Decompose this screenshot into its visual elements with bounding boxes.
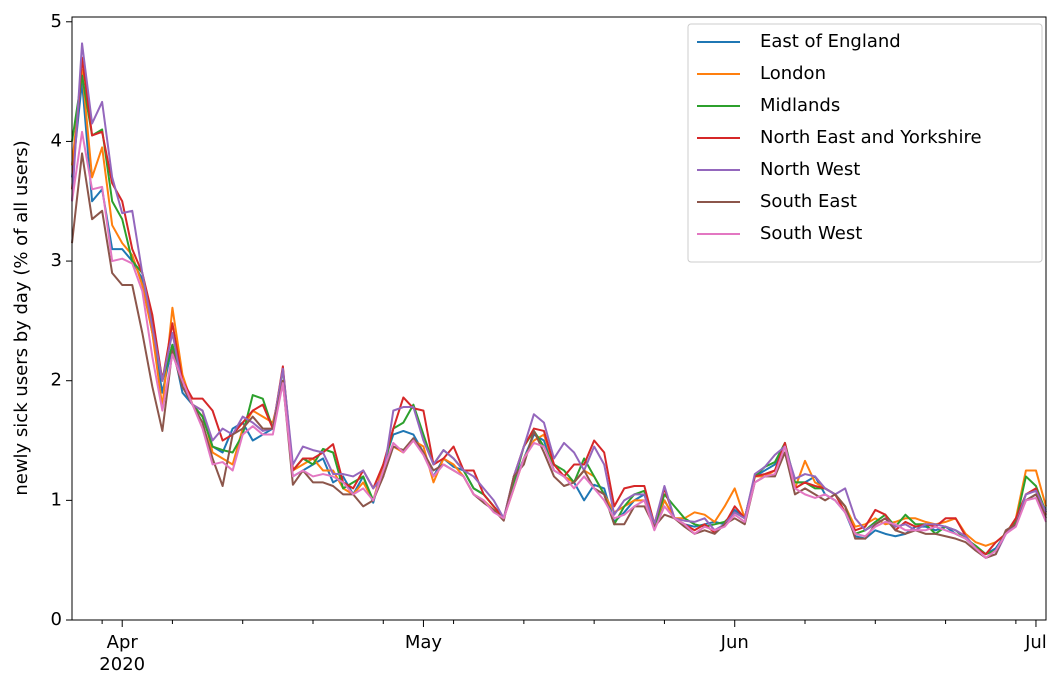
legend-label: East of England — [760, 31, 901, 52]
x-tick-label: Jul — [1025, 632, 1047, 653]
y-tick-label: 3 — [51, 250, 62, 271]
legend-label: South East — [760, 191, 857, 212]
series-line — [71, 130, 1047, 559]
y-tick-label: 5 — [51, 11, 62, 32]
legend-label: North West — [760, 159, 860, 180]
x-tick-label: May — [404, 632, 443, 653]
x-tick-label: Apr 2020 — [99, 632, 146, 675]
legend-label: Midlands — [760, 95, 840, 116]
legend-label: London — [760, 63, 826, 84]
legend-label: South West — [760, 223, 862, 244]
y-tick-label: 1 — [51, 489, 62, 510]
series-line — [71, 152, 1047, 559]
y-tick-label: 4 — [51, 130, 62, 151]
series-line — [71, 74, 1047, 556]
y-tick-label: 0 — [51, 609, 62, 630]
y-tick-label: 2 — [51, 370, 62, 391]
legend-box — [687, 23, 1043, 263]
x-tick-label: Jun — [720, 632, 749, 653]
legend: East of England London Midlands North East … — [687, 23, 1043, 263]
plot-frame — [71, 16, 1047, 621]
y-axis-label: newly sick users by day (% of all users) — [11, 140, 32, 495]
legend-label: North East and Yorkshire — [760, 127, 982, 148]
